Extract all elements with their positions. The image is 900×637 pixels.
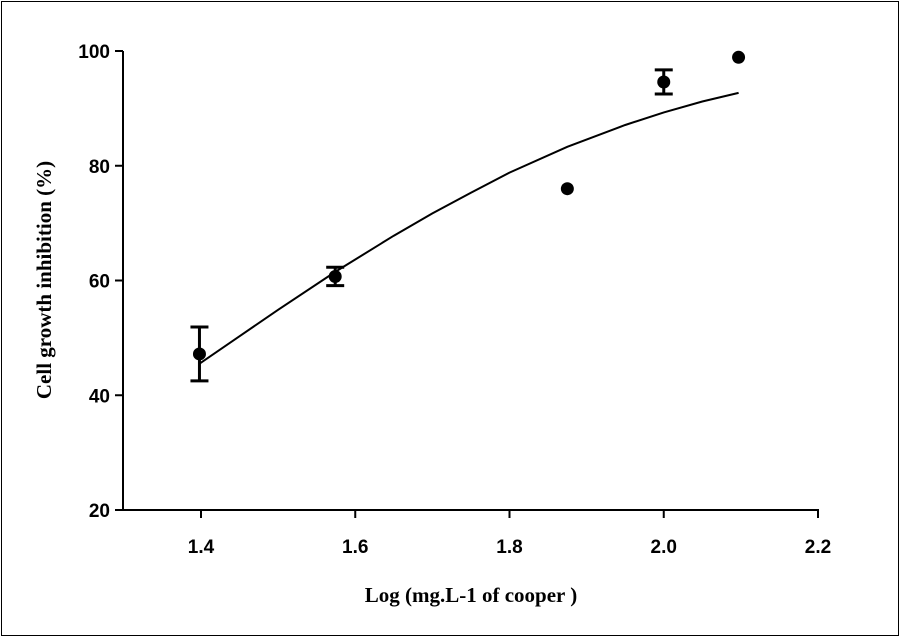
data-point	[192, 347, 206, 361]
fit-curve	[198, 91, 739, 365]
x-tick-label: 2.2	[805, 537, 831, 558]
y-axis-title: Cell growth inhibition (%)	[32, 161, 56, 399]
x-tick-label: 1.6	[342, 537, 368, 558]
fit-curve-group	[198, 91, 739, 365]
data-point	[657, 75, 671, 89]
y-tick-label: 20	[89, 501, 110, 522]
data-point	[560, 182, 574, 196]
y-tick-label: 100	[78, 42, 110, 63]
data-point	[328, 269, 342, 283]
y-tick-label: 60	[89, 272, 110, 293]
x-tick-label: 1.4	[188, 537, 215, 558]
y-tick-label: 80	[89, 157, 110, 178]
data-points	[190, 50, 746, 383]
x-tick-label: 2.0	[651, 537, 677, 558]
x-tick-label: 1.8	[496, 537, 522, 558]
ticks: 20 40 60 80 100 1.4 1.6 1.8 2.0 2.2	[78, 42, 831, 558]
x-axis-title: Log (mg.L-1 of cooper )	[365, 583, 578, 607]
axes	[122, 51, 819, 511]
y-tick-label: 40	[89, 386, 110, 407]
data-point	[732, 50, 746, 64]
